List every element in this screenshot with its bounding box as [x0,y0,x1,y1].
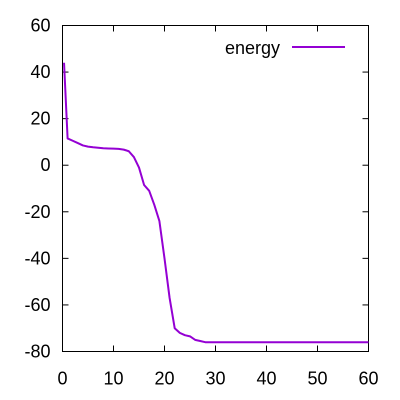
y-axis-ticks [62,25,369,352]
y-axis-tick-labels: 60 40 20 0 -20 -40 -60 -80 [24,16,50,362]
y-tick-label: 20 [30,109,50,129]
y-tick-label: -80 [24,342,50,362]
y-tick-label: -20 [24,202,50,222]
x-tick-label: 40 [256,369,276,389]
x-tick-label: 30 [205,369,225,389]
x-axis-ticks [62,25,369,352]
legend-label-energy: energy [225,38,280,58]
y-tick-label: -40 [24,248,50,268]
x-tick-label: 0 [57,369,67,389]
x-tick-label: 50 [307,369,327,389]
x-tick-label: 20 [154,369,174,389]
y-tick-label: 0 [40,155,50,175]
x-axis-tick-labels: 0 10 20 30 40 50 60 [57,369,378,389]
x-tick-label: 10 [103,369,123,389]
x-tick-label: 60 [358,369,378,389]
y-tick-label: 40 [30,62,50,82]
series-line-energy [63,62,369,344]
y-tick-label: 60 [30,16,50,36]
legend: energy [225,38,345,58]
y-tick-label: -60 [24,295,50,315]
series-layer [63,62,369,344]
